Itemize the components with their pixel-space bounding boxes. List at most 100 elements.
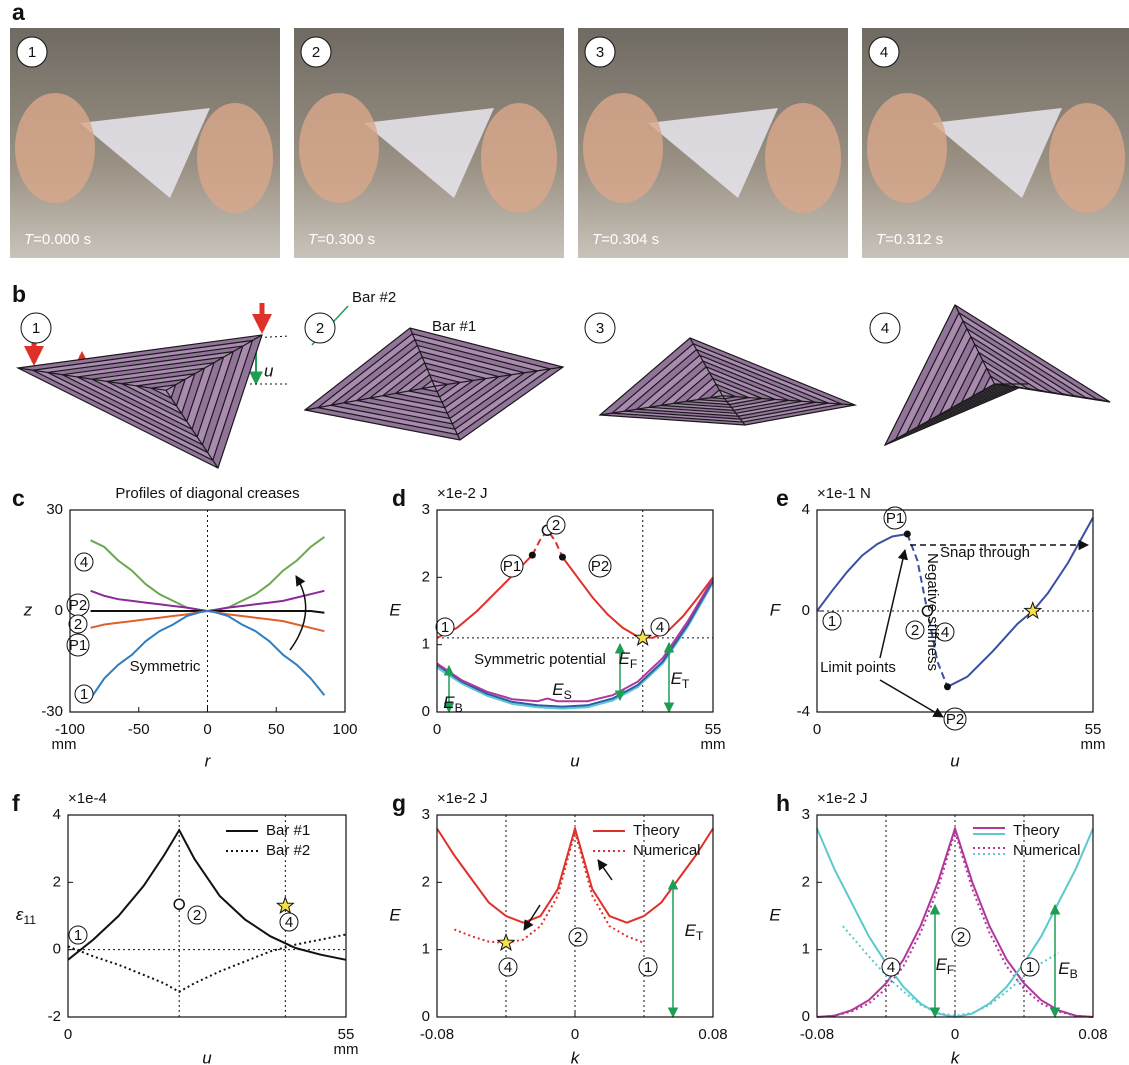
annotation: 2 <box>552 517 560 534</box>
x-axis-label: u <box>950 751 960 770</box>
hand <box>765 103 841 213</box>
y-tick-label: 0 <box>53 941 61 958</box>
y-unit: ×1e-4 <box>68 790 107 807</box>
y-tick-label: 4 <box>802 501 810 518</box>
y-axis-label: E <box>769 905 781 924</box>
hand <box>15 93 95 203</box>
annotation-circle <box>568 927 588 947</box>
frame-number-circle <box>300 36 332 68</box>
annotation: EB <box>443 693 463 715</box>
frame-number-circle <box>869 312 901 344</box>
annotation-main: E <box>619 649 631 668</box>
annotation: 2 <box>74 616 82 633</box>
hand <box>1049 103 1125 213</box>
origami-crease <box>599 395 723 416</box>
time-symbol: T <box>24 231 35 248</box>
y-tick-label: 0 <box>422 1008 430 1025</box>
y-tick-label: 0 <box>55 602 63 619</box>
marker-dot <box>558 553 566 561</box>
annotation-circle <box>881 957 901 977</box>
y-tick-label: 2 <box>422 568 430 585</box>
time-value: =0.000 s <box>33 231 91 248</box>
annotation: Limit points <box>820 659 896 676</box>
series-line <box>816 533 908 612</box>
plot-frame <box>816 814 1094 1018</box>
annotation-sub: B <box>1070 967 1078 981</box>
x-tick-label: 0 <box>64 1026 72 1043</box>
annotation-circle <box>638 957 658 977</box>
y-tick-label: 3 <box>422 501 430 518</box>
origami-crease <box>954 304 996 385</box>
series-line <box>436 578 714 703</box>
x-axis-label: u <box>202 1048 212 1065</box>
paper <box>648 108 778 198</box>
annotation-circle <box>74 552 94 572</box>
annotation-circle <box>68 614 88 634</box>
origami-crease <box>689 337 724 397</box>
annotation: 4 <box>941 624 949 641</box>
x-axis-label: r <box>205 751 212 770</box>
y-tick-label: 4 <box>53 806 61 823</box>
annotation: P2 <box>591 558 609 575</box>
marker-circle <box>921 605 934 617</box>
marker-dot <box>528 551 536 559</box>
frame-number: 3 <box>596 44 604 61</box>
annotation-circle <box>498 957 518 977</box>
annotation-circle <box>66 633 90 657</box>
x-axis-label: k <box>951 1048 961 1065</box>
annotation: Symmetric potential <box>474 651 606 668</box>
panel-label: d <box>392 485 406 511</box>
arrow <box>289 575 307 651</box>
annotation: 4 <box>656 619 664 636</box>
y-unit: ×1e-2 J <box>817 790 867 807</box>
time-value: =0.312 s <box>885 231 943 248</box>
arrow <box>523 904 541 931</box>
annotation: ES <box>552 680 572 702</box>
plot-frame <box>436 814 714 1018</box>
paper <box>364 108 494 198</box>
origami-crease <box>722 395 856 406</box>
annotation-circle <box>500 554 524 578</box>
frame-number-circle <box>20 312 52 344</box>
x-tick-label: 0 <box>203 721 211 738</box>
annotation: 2 <box>911 622 919 639</box>
annotation-circle <box>187 905 207 925</box>
frame-number-circle <box>584 312 616 344</box>
annotation-circle <box>943 707 967 731</box>
x-tick-label: 55 <box>338 1026 355 1043</box>
frame-number-circle <box>16 36 48 68</box>
series-line <box>561 556 714 639</box>
y-tick-label: 30 <box>46 501 63 518</box>
frame-time: T=0.304 s <box>592 231 659 248</box>
x-tick-label: 55 <box>705 721 722 738</box>
origami-crease <box>722 395 746 426</box>
y-tick-label: 3 <box>422 806 430 823</box>
series-line <box>67 828 347 961</box>
annotation-main: E <box>671 669 683 688</box>
time-symbol: T <box>592 231 603 248</box>
arrow <box>597 859 613 881</box>
frame-number-circle <box>304 312 336 344</box>
x-unit: mm <box>52 736 77 753</box>
plot-frame <box>816 509 1094 713</box>
frame-number: 2 <box>316 320 324 337</box>
annotation-circle <box>1020 957 1040 977</box>
annotation-main: E <box>443 693 455 712</box>
y-axis-label: ε11 <box>16 905 36 927</box>
x-tick-label: 0 <box>951 1026 959 1043</box>
frame-number: 1 <box>32 320 40 337</box>
annotation-circle <box>74 684 94 704</box>
legend-label: Numerical <box>1013 842 1081 859</box>
series-line <box>531 528 564 558</box>
panel-label: f <box>12 790 20 816</box>
annotation-main: E <box>936 955 948 974</box>
origami-crease <box>994 383 1111 403</box>
x-tick-label: 0 <box>813 721 821 738</box>
legend-label: Bar #2 <box>266 842 310 859</box>
annotation: EF <box>936 955 955 977</box>
panel-label: e <box>776 485 789 511</box>
marker-star <box>496 932 516 951</box>
hand <box>867 93 947 203</box>
y-unit: ×1e-1 N <box>817 485 871 502</box>
